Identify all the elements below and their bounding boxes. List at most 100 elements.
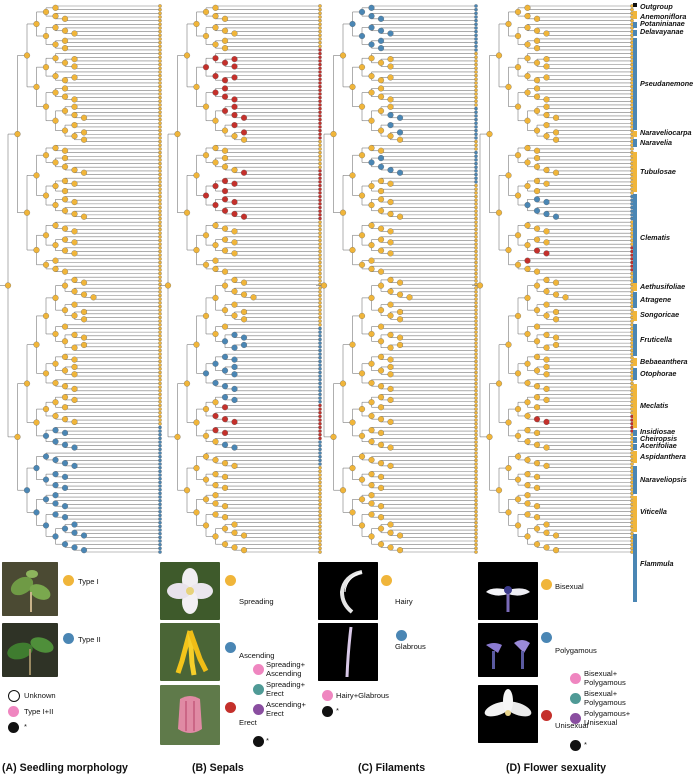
tip-node [158, 542, 162, 547]
ancestral-state-node [377, 404, 385, 411]
clade-label: Clematis [640, 233, 670, 242]
ancestral-state-node [505, 20, 512, 28]
ancestral-state-node [221, 93, 229, 100]
clade-bar [633, 496, 637, 532]
tip-node [318, 513, 322, 518]
tip-node [474, 275, 478, 279]
tip-node [158, 473, 162, 477]
ancestral-state-node [231, 250, 238, 257]
tip-node [474, 359, 478, 364]
tip-node [318, 506, 322, 510]
ancestral-state-node [231, 418, 238, 425]
tip-node [318, 22, 322, 27]
legend-dot-star [322, 706, 333, 717]
tip-node [158, 125, 162, 129]
tip-node [158, 158, 162, 162]
tip-node [474, 392, 478, 397]
tip-node [318, 418, 322, 422]
ancestral-state-node [514, 406, 522, 413]
tip-node [318, 498, 322, 503]
tip-node [318, 125, 322, 129]
ancestral-state-node [52, 222, 59, 229]
ancestral-state-node [52, 294, 59, 301]
ancestral-state-node [240, 308, 248, 316]
ancestral-state-node [212, 492, 219, 499]
tip-node [474, 323, 478, 327]
tip-node [318, 169, 322, 173]
ancestral-state-node [387, 103, 394, 110]
seedling-type-ii-photo [2, 623, 58, 677]
tip-node [474, 326, 478, 331]
ancestral-state-node [212, 511, 219, 518]
ancestral-state-node [174, 433, 181, 440]
ancestral-state-node [358, 192, 366, 199]
ancestral-state-node [221, 282, 229, 289]
tip-node [474, 103, 478, 107]
ancestral-state-node [524, 399, 531, 406]
tip-node [474, 242, 478, 246]
ancestral-state-node [387, 56, 394, 63]
ancestral-state-node [80, 213, 88, 220]
ancestral-state-node [42, 261, 50, 268]
ancestral-state-node [387, 74, 394, 81]
tip-node [158, 110, 162, 115]
legend-dot-unknown [8, 690, 20, 702]
tip-node [158, 484, 162, 488]
tip-node [158, 509, 162, 514]
tip-node [474, 48, 478, 52]
tip-node [318, 337, 322, 342]
ancestral-state-node [231, 74, 238, 81]
tip-node [474, 158, 478, 162]
ancestral-state-node [212, 500, 219, 507]
tip-node [318, 202, 322, 206]
tip-node [474, 447, 478, 452]
tip-node [318, 84, 322, 89]
ancestral-state-node [543, 331, 550, 338]
ancestral-state-node [533, 323, 541, 330]
tip-node [158, 128, 162, 133]
ancestral-state-node [514, 522, 522, 529]
tip-node [158, 367, 162, 371]
ancestral-state-node [221, 307, 229, 314]
clade-bar [633, 534, 637, 602]
ancestral-state-node [368, 294, 375, 301]
tip-node [474, 205, 478, 210]
clade-label: Bebaeanthera [640, 357, 688, 366]
tip-node [158, 326, 162, 331]
ancestral-state-node [514, 232, 522, 239]
ancestral-state-node [212, 222, 219, 229]
ancestral-state-node [221, 541, 229, 548]
tip-node [474, 191, 478, 195]
ancestral-state-node [533, 383, 541, 390]
tip-node [474, 198, 478, 202]
ancestral-state-node [552, 279, 560, 286]
ancestral-state-node [42, 406, 50, 413]
ancestral-state-node [193, 172, 200, 179]
tip-node [474, 341, 478, 345]
ancestral-state-node [52, 73, 59, 80]
tip-node [474, 513, 478, 518]
ancestral-state-node [377, 77, 385, 84]
tip-node [630, 136, 634, 140]
ancestral-state-node [221, 473, 229, 480]
ancestral-state-node [543, 74, 550, 81]
ancestral-state-node [330, 131, 337, 138]
tip-node [318, 443, 322, 448]
tip-node [474, 506, 478, 510]
tip-node [318, 374, 322, 378]
tip-node [318, 546, 322, 551]
tip-node [318, 224, 322, 228]
tip-node [158, 55, 162, 60]
tip-node [158, 246, 162, 250]
tip-node [474, 114, 478, 118]
ancestral-state-node [396, 341, 404, 349]
ancestral-state-node [221, 15, 229, 22]
ancestral-state-node [552, 341, 560, 349]
tip-node [158, 425, 162, 430]
tip-node [474, 367, 478, 371]
ancestral-state-node [61, 367, 69, 374]
clade-label: Acerifoliae [640, 441, 677, 450]
tip-node [318, 253, 322, 257]
ancestral-state-node [358, 312, 366, 319]
tip-node [158, 33, 162, 38]
